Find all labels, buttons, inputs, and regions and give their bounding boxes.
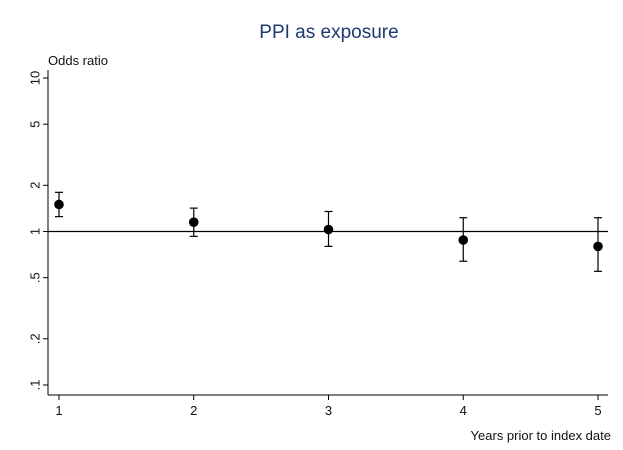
y-tick-label: .1: [28, 380, 43, 391]
y-ticks: .1 .2 .5 1 2 5 10: [28, 71, 48, 391]
data-points: [54, 191, 603, 272]
data-point-group: [323, 210, 334, 247]
y-tick-label: .5: [28, 272, 43, 283]
data-point-group: [54, 191, 64, 218]
y-tick-label: 10: [28, 71, 43, 85]
odds-ratio-point: [593, 241, 603, 252]
odds-ratio-point: [323, 224, 334, 235]
x-ticks: 1 2 3 4 5: [55, 395, 602, 418]
chart-title: PPI as exposure: [259, 22, 398, 43]
y-tick-label: .2: [28, 333, 43, 344]
data-point-group: [593, 217, 603, 272]
x-tick-label: 3: [325, 403, 332, 418]
y-axis-label: Odds ratio: [48, 53, 108, 68]
odds-ratio-point: [458, 235, 469, 245]
x-tick-label: 2: [190, 403, 197, 418]
x-axis-label: Years prior to index date: [471, 428, 611, 443]
odds-ratio-point: [188, 217, 199, 227]
y-tick-label: 1: [28, 228, 43, 235]
x-tick-label: 1: [55, 403, 62, 418]
data-point-group: [188, 207, 199, 237]
y-tick-label: 2: [28, 182, 43, 189]
data-point-group: [458, 217, 469, 262]
y-tick-label: 5: [28, 121, 43, 128]
odds-ratio-point: [54, 199, 64, 210]
x-tick-label: 4: [460, 403, 467, 418]
x-tick-label: 5: [594, 403, 601, 418]
